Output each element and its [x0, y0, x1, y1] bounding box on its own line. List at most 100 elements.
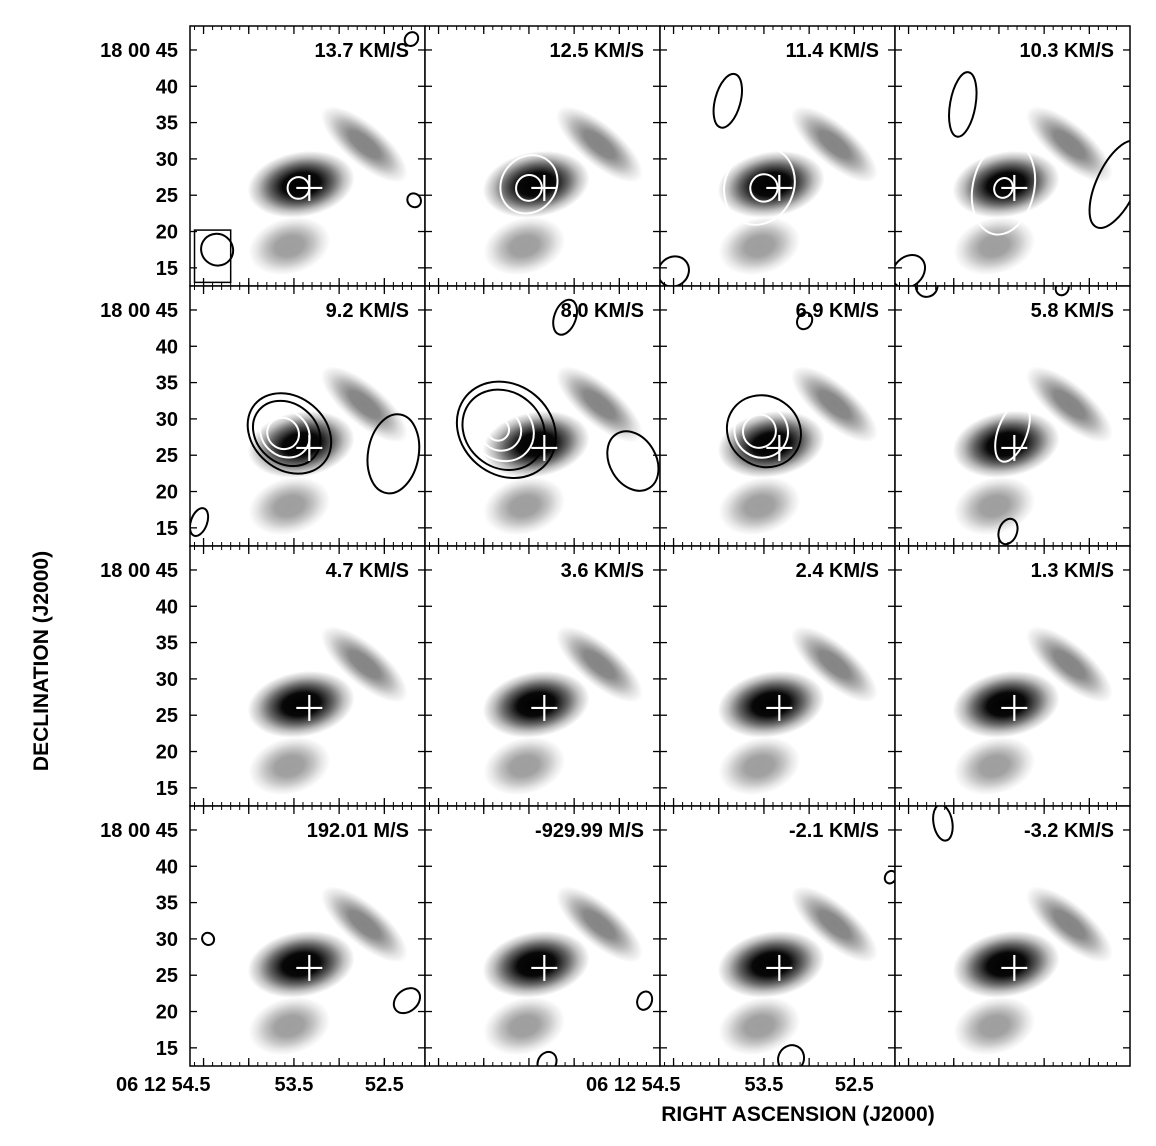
- panel-ticks: [895, 26, 1130, 286]
- x-tick-label: 53.5: [274, 1074, 313, 1096]
- y-tick-label: 40: [156, 856, 178, 878]
- contour-white: [286, 176, 311, 200]
- velocity-label: 2.4 KM/S: [796, 560, 879, 582]
- contour-black: [455, 380, 557, 479]
- panel-content: [717, 626, 878, 796]
- greyscale-source: [248, 736, 331, 796]
- x-tick-label: 53.5: [744, 1074, 783, 1096]
- channel-panel: 9.2 KM/S: [189, 285, 426, 547]
- velocity-label: -3.2 KM/S: [1024, 820, 1114, 842]
- panel-content: [895, 71, 1130, 286]
- y-tick-label: 30: [156, 149, 178, 171]
- greyscale-source: [247, 150, 355, 218]
- contour-white: [749, 173, 779, 203]
- x-tick-labels: 06 12 54.5 53.5 52.5 06 12 54.5 53.5 52.5: [116, 1074, 874, 1096]
- greyscale-source: [717, 930, 825, 998]
- greyscale-source: [482, 670, 590, 738]
- velocity-label: 10.3 KM/S: [1020, 40, 1114, 62]
- velocity-label: 6.9 KM/S: [796, 300, 879, 322]
- panel-content: [455, 298, 660, 536]
- channel-panel: 8.0 KM/S: [424, 285, 661, 547]
- panel-content: [660, 72, 878, 286]
- velocity-label: -2.1 KM/S: [789, 820, 879, 842]
- greyscale-source: [718, 736, 801, 796]
- panel-content: [482, 626, 643, 796]
- greyscale-source: [717, 150, 825, 218]
- greyscale-source: [483, 736, 566, 796]
- panel-content: [482, 886, 654, 1066]
- greyscale-source: [952, 930, 1060, 998]
- channel-panel: -3.2 KM/S: [894, 805, 1131, 1067]
- contour-white: [486, 417, 511, 442]
- contour-white: [499, 154, 559, 215]
- contour-white: [741, 413, 777, 449]
- greyscale-source: [321, 366, 408, 443]
- greyscale-source: [791, 886, 878, 963]
- velocity-label: 4.7 KM/S: [326, 560, 409, 582]
- y-tick-label: 20: [156, 1002, 178, 1024]
- greyscale-source: [952, 410, 1060, 478]
- panel-ticks: [190, 26, 425, 286]
- contour-white: [733, 403, 790, 459]
- contour-black: [461, 388, 546, 472]
- y-tick-label: 35: [156, 373, 178, 395]
- y-tick-label: 35: [156, 113, 178, 135]
- panel-content: [247, 626, 408, 796]
- y-tick-label: 15: [156, 258, 178, 280]
- contour-black: [366, 413, 421, 495]
- channel-panel: 12.5 KM/S: [424, 25, 661, 287]
- greyscale-source: [482, 930, 590, 998]
- greyscale-source: [1026, 366, 1113, 443]
- greyscale-source: [718, 476, 801, 536]
- channel-panel: -929.99 M/S: [424, 805, 661, 1067]
- greyscale-source: [952, 670, 1060, 738]
- greyscale-source: [556, 366, 643, 443]
- channel-panel: 10.3 KM/S: [894, 25, 1131, 287]
- panel-content: [201, 886, 422, 1056]
- y-tick-label: 18 00 45: [100, 560, 178, 582]
- channel-panel: 5.8 KM/S: [894, 285, 1131, 547]
- contour-black: [246, 392, 333, 475]
- greyscale-source: [482, 150, 590, 218]
- greyscale-source: [556, 106, 643, 183]
- contour-black: [536, 1050, 558, 1066]
- greyscale-source: [483, 476, 566, 536]
- y-tick-label: 35: [156, 633, 178, 655]
- x-axis-label: RIGHT ASCENSION (J2000): [661, 1103, 934, 1126]
- panel-content: [717, 311, 878, 536]
- panel-content: [482, 106, 643, 276]
- contour-black: [552, 298, 579, 336]
- x-tick-label: 06 12 54.5: [116, 1074, 211, 1096]
- contour-black: [406, 192, 422, 209]
- contour-black: [1088, 139, 1130, 229]
- contour-black: [883, 869, 895, 885]
- greyscale-source: [556, 626, 643, 703]
- greyscale-source: [248, 216, 331, 276]
- y-tick-label: 15: [156, 778, 178, 800]
- panel-content: [193, 31, 422, 284]
- contour-black: [636, 990, 654, 1011]
- x-tick-label: 06 12 54.5: [586, 1074, 681, 1096]
- contour-black: [948, 71, 978, 138]
- channel-panel: 6.9 KM/S: [659, 285, 896, 547]
- channel-panel: 11.4 KM/S: [659, 25, 896, 287]
- greyscale-source: [321, 626, 408, 703]
- contour-black: [403, 31, 420, 47]
- velocity-label: 3.6 KM/S: [561, 560, 644, 582]
- greyscale-source: [1026, 106, 1113, 183]
- contour-black: [201, 931, 216, 947]
- velocity-label: 9.2 KM/S: [326, 300, 409, 322]
- panel-frame: [894, 805, 1131, 1067]
- greyscale-source: [247, 930, 355, 998]
- channel-panel: 2.4 KM/S: [659, 545, 896, 807]
- greyscale-source: [791, 366, 878, 443]
- greyscale-source: [556, 886, 643, 963]
- greyscale-source: [1026, 886, 1113, 963]
- y-tick-label: 18 00 45: [100, 40, 178, 62]
- beam-box: [193, 229, 232, 284]
- panels-grid: 13.7 KM/S 12.5 KM/S 11.4 KM/S 10.3 KM/S 9.2 …: [189, 25, 1131, 1067]
- channel-panel: 192.01 M/S: [189, 805, 426, 1067]
- y-tick-label: 25: [156, 705, 178, 727]
- greyscale-source: [248, 476, 331, 536]
- channel-panel: 13.7 KM/S: [189, 25, 426, 287]
